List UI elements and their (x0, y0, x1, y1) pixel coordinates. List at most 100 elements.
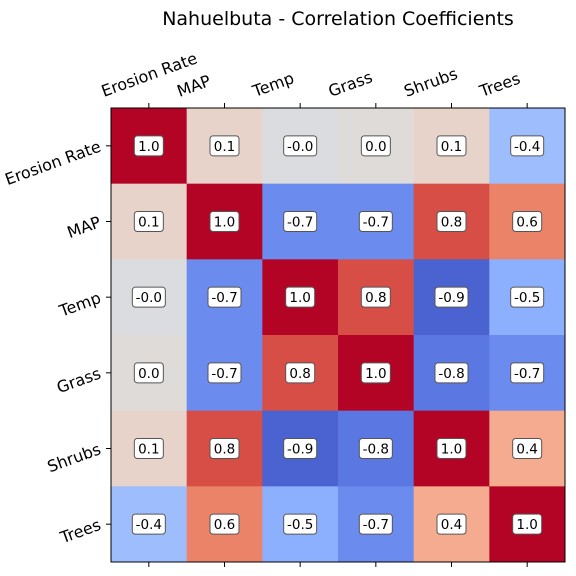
value-label-text: -0.9 (438, 290, 464, 306)
value-label-box (436, 438, 467, 459)
value-label-box (133, 135, 164, 157)
value-label-text: 0.0 (365, 139, 386, 155)
value-label-text: -0.7 (514, 366, 540, 382)
value-label-text: -0.5 (514, 290, 540, 306)
value-label-box (207, 362, 242, 384)
cell-value-label: 1.0 (512, 513, 543, 535)
value-label-box (209, 438, 240, 459)
value-label-box (436, 513, 467, 535)
value-label-box (510, 362, 545, 384)
value-label-text: 0.8 (365, 290, 386, 306)
value-label-text: -0.0 (287, 139, 313, 155)
x-tick-label: MAP (174, 71, 213, 101)
cell-value-label: -0.4 (510, 135, 545, 157)
value-label-text: 0.1 (138, 215, 159, 231)
value-label-box (358, 513, 393, 535)
value-label-text: -0.7 (287, 215, 313, 231)
value-label-box (283, 513, 318, 535)
value-label-box (209, 211, 240, 232)
cell-value-label: -0.7 (358, 513, 393, 535)
x-tick-label: Shrubs (401, 64, 460, 101)
value-label-box (283, 211, 318, 232)
value-label-box (436, 211, 467, 232)
value-label-box (358, 438, 393, 459)
value-label-box (131, 513, 166, 535)
value-label-box (434, 286, 469, 308)
y-tick-label: Temp (56, 288, 104, 321)
y-tick-labels: Erosion Rate MAP Temp Grass Shrubs Trees (2, 137, 103, 548)
value-label-text: -0.5 (287, 517, 313, 533)
value-label-text: -0.7 (363, 215, 389, 231)
cell-value-label: 0.6 (512, 211, 543, 232)
cell-value-label: 0.1 (133, 438, 164, 459)
cell-value-label: 0.0 (133, 362, 164, 384)
cell-value-label: -0.7 (510, 362, 545, 384)
cell-value-label: 0.6 (209, 513, 240, 535)
value-label-box (133, 362, 164, 384)
cell-value-label: -0.7 (207, 362, 242, 384)
value-label-text: -0.4 (136, 517, 162, 533)
value-label-text: 1.0 (365, 366, 386, 382)
value-label-box (512, 211, 543, 232)
cell-value-labels: 1.0 0.1 -0.0 0.0 0.1 -0.4 0.1 1.0 -0.7 -0.7 0.8 0.6… (131, 135, 545, 535)
value-label-text: 1.0 (516, 517, 537, 533)
cell-value-label: 0.4 (436, 513, 467, 535)
value-label-text: -0.8 (438, 366, 464, 382)
value-label-text: 1.0 (214, 215, 235, 231)
cell-value-label: -0.9 (434, 286, 469, 308)
cell-value-label: -0.8 (434, 362, 469, 384)
value-label-text: 0.4 (441, 517, 462, 533)
cell-value-label: 0.1 (436, 135, 467, 157)
cell-value-label: -0.7 (358, 211, 393, 232)
value-label-box (436, 135, 467, 157)
y-tick-label: Trees (57, 515, 104, 547)
cell-value-label: 1.0 (360, 362, 391, 384)
heatmap-cells (111, 108, 566, 563)
cell-value-label: -0.7 (207, 286, 242, 308)
cell-value-label: -0.5 (510, 286, 545, 308)
cell-value-label: 0.8 (285, 362, 316, 384)
value-label-text: 0.8 (289, 366, 310, 382)
value-label-text: -0.8 (363, 442, 389, 458)
cell-value-label: 0.8 (360, 286, 391, 308)
cell-value-label: -0.7 (283, 211, 318, 232)
value-label-box (285, 362, 316, 384)
plot-frame (110, 107, 566, 563)
y-tick-label: Erosion Rate (2, 137, 103, 189)
value-label-text: 1.0 (289, 290, 310, 306)
cell-value-label: 0.4 (512, 438, 543, 459)
cell-value-label: 1.0 (436, 438, 467, 459)
value-label-box (209, 135, 240, 157)
x-tick-label: Grass (326, 67, 375, 100)
value-label-text: 0.6 (516, 215, 537, 231)
cell-value-label: 0.0 (360, 135, 391, 157)
value-label-text: -0.7 (363, 517, 389, 533)
value-label-text: 1.0 (138, 139, 159, 155)
value-label-text: 0.0 (138, 366, 159, 382)
value-label-text: 0.1 (214, 139, 235, 155)
value-label-box (133, 211, 164, 232)
value-label-box (510, 135, 545, 157)
cell-value-label: 1.0 (209, 211, 240, 232)
cell-value-label: 1.0 (133, 135, 164, 157)
value-label-text: -0.9 (287, 442, 313, 458)
cell-value-label: 0.1 (209, 135, 240, 157)
value-label-text: -0.0 (136, 290, 162, 306)
cell-value-label: -0.5 (283, 513, 318, 535)
value-label-box (434, 362, 469, 384)
cell-value-label: 1.0 (285, 286, 316, 308)
x-tick-label: Trees (476, 69, 523, 101)
value-label-text: 0.1 (441, 139, 462, 155)
cell-value-label: -0.4 (131, 513, 166, 535)
cell-value-label: -0.8 (358, 438, 393, 459)
value-label-box (209, 513, 240, 535)
value-label-box (360, 135, 391, 157)
value-label-box (131, 286, 166, 308)
cell-value-label: -0.0 (283, 135, 318, 157)
value-label-text: -0.7 (211, 290, 237, 306)
value-label-box (207, 286, 242, 308)
value-label-box (358, 211, 393, 232)
y-tick-label: Grass (54, 364, 103, 397)
